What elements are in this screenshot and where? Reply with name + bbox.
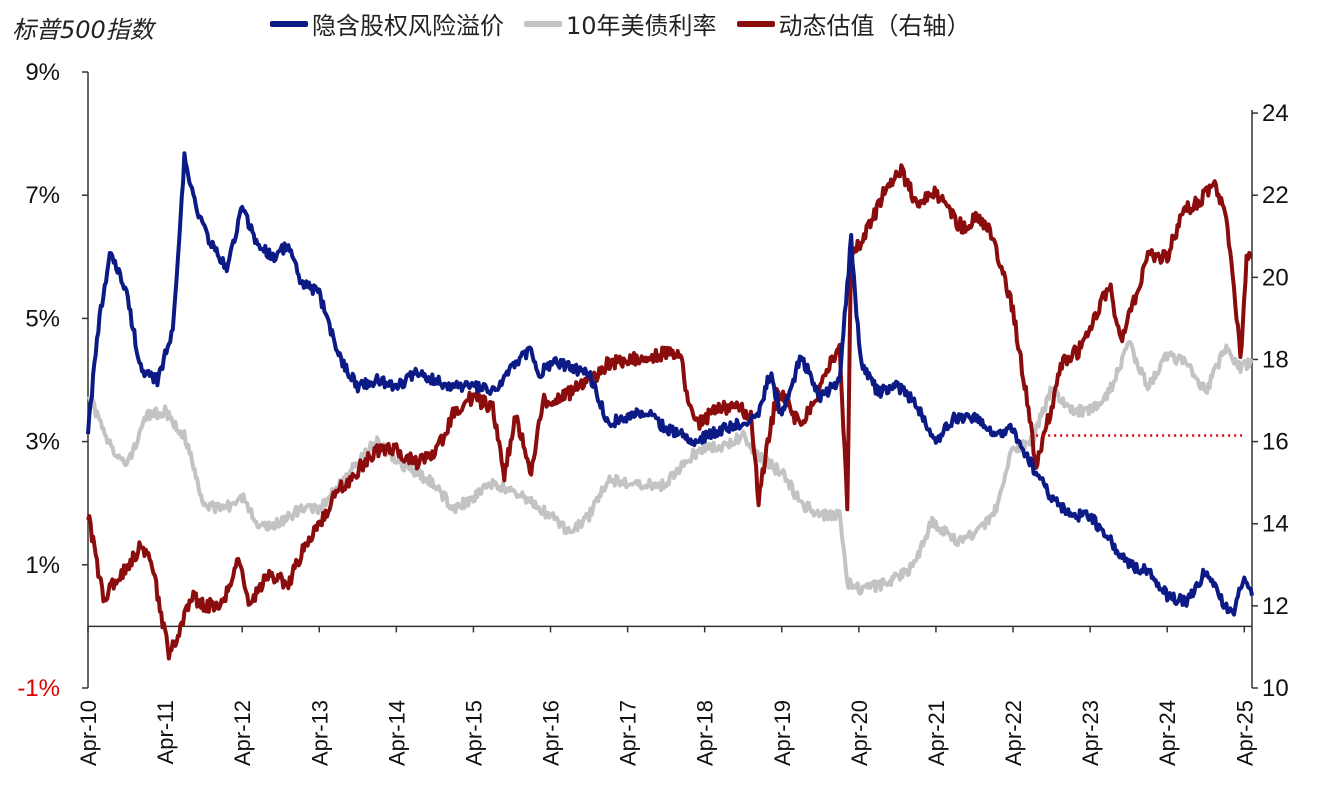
x-tick-label: Apr-20: [847, 700, 872, 766]
x-tick-label: Apr-19: [770, 700, 795, 766]
x-tick-label: Apr-18: [693, 700, 718, 766]
y-left-tick-label: -1%: [17, 675, 60, 702]
x-tick-label: Apr-24: [1155, 700, 1180, 766]
y-right-tick-label: 24: [1262, 100, 1289, 127]
y-left-tick-label: 1%: [25, 552, 60, 579]
y-right-tick-label: 14: [1262, 511, 1289, 538]
y-right-tick-label: 10: [1262, 675, 1289, 702]
x-tick-label: Apr-10: [76, 700, 101, 766]
y-right-tick-label: 16: [1262, 429, 1289, 456]
x-tick-label: Apr-17: [616, 700, 641, 766]
x-tick-label: Apr-22: [1001, 700, 1026, 766]
y-right-tick-label: 18: [1262, 346, 1289, 373]
legend-swatch-pe: [736, 20, 775, 27]
legend-item-treasury: 10年美债利率: [524, 6, 717, 41]
legend-item-erp: 隐含股权风险溢价: [270, 6, 504, 41]
y-right-tick-label: 20: [1262, 264, 1289, 291]
y-left-tick-label: 3%: [25, 429, 60, 456]
x-tick-label: Apr-14: [384, 700, 409, 766]
x-tick-label: Apr-23: [1078, 700, 1103, 766]
x-tick-label: Apr-21: [924, 700, 949, 766]
chart-title: 标普500指数: [12, 16, 154, 44]
x-tick-label: Apr-15: [461, 700, 486, 766]
series-line-erp: [86, 151, 1254, 617]
series-line-treasury: [86, 339, 1254, 596]
legend-label-erp: 隐含股权风险溢价: [312, 12, 504, 40]
y-right-tick-label: 12: [1262, 593, 1289, 620]
legend: 隐含股权风险溢价 10年美债利率 动态估值（右轴）: [270, 6, 981, 41]
y-left-tick-label: 5%: [25, 305, 60, 332]
x-tick-label: Apr-25: [1232, 700, 1257, 766]
y-right-tick-label: 22: [1262, 182, 1289, 209]
series-line-pe: [86, 163, 1253, 661]
legend-label-treasury: 10年美债利率: [566, 12, 717, 40]
x-tick-label: Apr-16: [539, 700, 564, 766]
y-left-tick-label: 7%: [25, 182, 60, 209]
legend-swatch-erp: [270, 20, 308, 27]
legend-swatch-treasury: [524, 20, 562, 27]
x-tick-label: Apr-13: [307, 700, 332, 766]
x-tick-label: Apr-11: [153, 700, 178, 764]
legend-item-pe: 动态估值（右轴）: [736, 6, 971, 41]
y-left-tick-label: 9%: [25, 59, 60, 86]
legend-label-pe: 动态估值（右轴）: [778, 12, 971, 40]
x-tick-label: Apr-12: [230, 700, 255, 766]
